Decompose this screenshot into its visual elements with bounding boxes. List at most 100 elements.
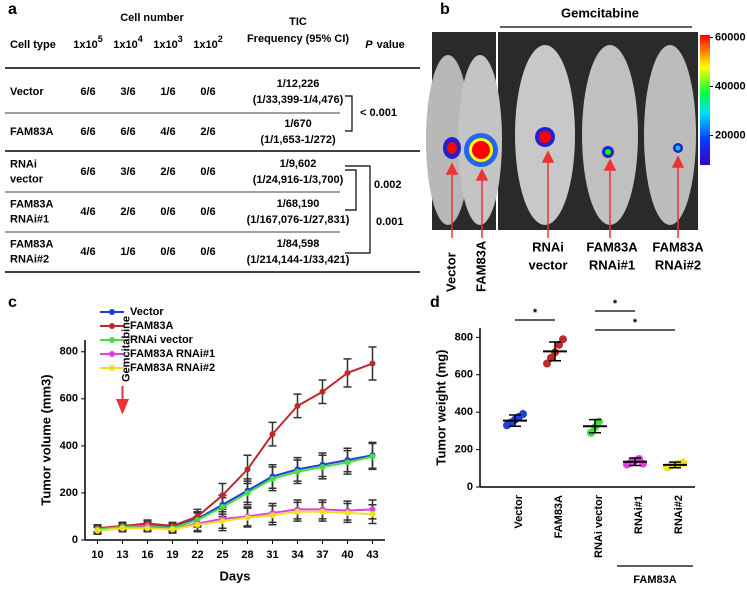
colorbar-tick-label: 60000 <box>715 31 746 43</box>
cell-count: 2/6 <box>120 206 135 218</box>
group-label: vector <box>528 257 567 272</box>
series-point <box>344 369 351 376</box>
dose-exponent: 3 <box>178 34 183 44</box>
x-tick-label: FAM83A <box>553 495 565 538</box>
y-tick-label: 800 <box>60 346 78 358</box>
annotation: Gemcitabine <box>120 316 132 382</box>
tic-frequency: 1/84,598 <box>277 238 320 250</box>
x-tick-label: 16 <box>141 549 153 561</box>
dose-base: 1x10 <box>73 39 97 51</box>
dose-base: 1x10 <box>113 39 137 51</box>
cell-count: 0/6 <box>160 246 175 258</box>
legend-label: RNAi vector <box>130 334 194 346</box>
group-label: FAM83A <box>652 239 704 254</box>
annotation-arrow <box>116 386 129 415</box>
cell-count: 0/6 <box>200 206 215 218</box>
tic-frequency: (1/167,076-1/27,831) <box>247 214 350 226</box>
group-label: FAM83A <box>473 240 488 292</box>
colorbar <box>700 35 710 165</box>
sd-bar <box>629 457 641 467</box>
series-point <box>194 521 201 528</box>
group-label: RNAi <box>532 239 564 254</box>
cell-count: 3/6 <box>120 166 135 178</box>
sd-bar <box>549 341 561 362</box>
series-point <box>319 388 326 395</box>
tic-frequency: 1/68,190 <box>277 198 320 210</box>
y-tick-label: 0 <box>72 534 78 546</box>
sd-bar <box>589 418 601 434</box>
header-cell: 1x102 <box>193 34 223 51</box>
row-name: FAM83A <box>10 126 53 138</box>
series-point <box>294 402 301 409</box>
tic-frequency: 1/9,602 <box>280 158 317 170</box>
series-point <box>344 459 351 466</box>
cell-count: 1/6 <box>160 86 175 98</box>
y-tick-label: 400 <box>455 406 473 418</box>
cell-count: 4/6 <box>80 246 95 258</box>
row-name: RNAi <box>10 158 37 170</box>
cell-count: 6/6 <box>80 126 95 138</box>
cell-count: 1/6 <box>120 246 135 258</box>
p-value: 0.001 <box>376 216 404 228</box>
header-cell: Cell type <box>10 39 56 51</box>
series-point <box>94 527 101 534</box>
legend-label: FAM83A RNAi#2 <box>130 362 215 374</box>
series-point <box>219 518 226 525</box>
series-point <box>244 514 251 521</box>
significance-label: * <box>633 317 638 329</box>
dose-base: 1x10 <box>153 39 177 51</box>
dose-exponent: 2 <box>218 34 223 44</box>
group-label: RNAi#2 <box>655 257 701 272</box>
x-tick-label: RNAi#1 <box>633 495 645 534</box>
row-name: FAM83A <box>10 238 53 250</box>
cell-count: 6/6 <box>80 166 95 178</box>
imaging-photo <box>426 32 698 230</box>
legend-marker <box>109 365 115 371</box>
sd-bar <box>509 414 521 427</box>
y-tick-label: 600 <box>455 369 473 381</box>
series-point <box>219 492 226 499</box>
y-tick-label: 400 <box>60 440 78 452</box>
group-label: RNAi#1 <box>589 257 635 272</box>
data-point <box>519 410 527 419</box>
row-name: vector <box>10 173 44 185</box>
y-axis-title: Tumor weight (mg) <box>433 349 448 465</box>
x-tick-label: 13 <box>116 549 128 561</box>
tic-frequency: (1/24,916-1/3,700) <box>253 174 344 186</box>
series-point <box>244 466 251 473</box>
series-point <box>269 475 276 482</box>
p-value: 0.002 <box>374 179 402 191</box>
row-name: RNAi#1 <box>10 213 49 225</box>
row-name: FAM83A <box>10 198 53 210</box>
table-rules <box>5 67 420 273</box>
panel-label: c <box>8 294 17 311</box>
x-tick-label: 31 <box>266 549 278 561</box>
series-point <box>369 453 376 460</box>
legend-marker <box>109 323 115 329</box>
series-point <box>369 360 376 367</box>
p-rest: value <box>377 39 405 51</box>
legend-marker <box>109 309 115 315</box>
data-point <box>543 359 551 368</box>
y-tick-label: 200 <box>455 443 473 455</box>
x-tick-label: 43 <box>366 549 378 561</box>
header-cell: Frequency (95% CI) <box>247 33 349 45</box>
header-cell: TIC <box>289 16 307 28</box>
series-point <box>294 468 301 475</box>
panel-label: d <box>430 294 440 311</box>
cell-count: 6/6 <box>120 126 135 138</box>
x-tick-label: RNAi#2 <box>673 495 685 534</box>
y-tick-label: 800 <box>455 331 473 343</box>
cell-count: 4/6 <box>160 126 175 138</box>
legend-label: FAM83A <box>130 320 173 332</box>
series-point <box>219 504 226 511</box>
tic-frequency: (1/1,653-1/272) <box>260 134 336 146</box>
colorbar-tick-label: 40000 <box>715 80 746 92</box>
arrows <box>445 150 685 238</box>
treatment-label: Gemcitabine <box>561 5 639 20</box>
dose-base: 1x10 <box>193 39 217 51</box>
header-cell: 1x105 <box>73 34 103 51</box>
cell-count: 3/6 <box>120 86 135 98</box>
